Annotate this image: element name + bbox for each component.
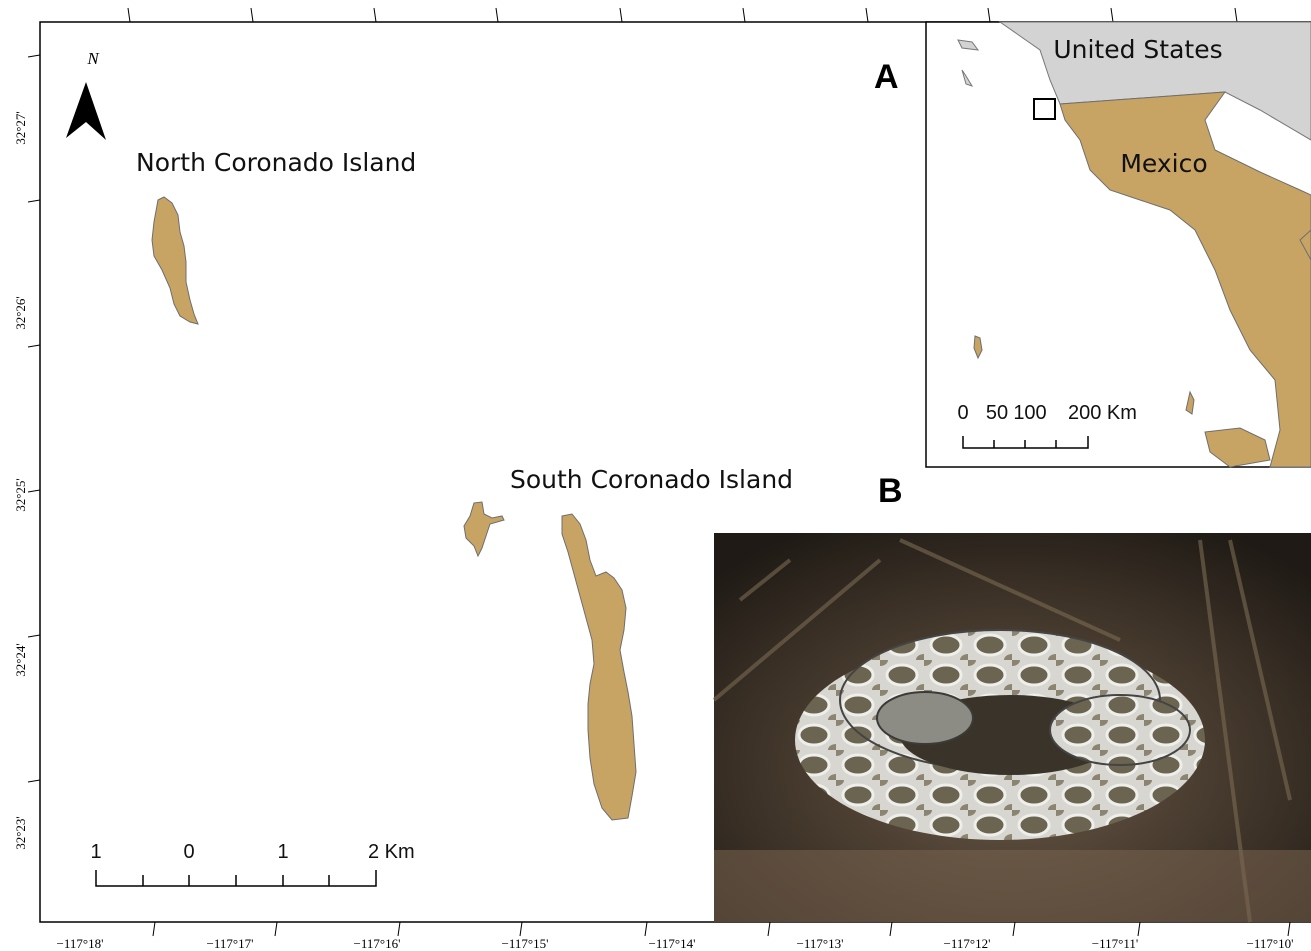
- figure: N North Coronado Island South Coronado I…: [0, 0, 1311, 951]
- tick: [128, 8, 130, 22]
- tick: [398, 922, 400, 936]
- latitude-label: 32°25': [13, 478, 28, 512]
- island-label: North Coronado Island: [136, 148, 416, 177]
- inset-map: United States Mexico 0 50 100 200 Km: [926, 22, 1311, 467]
- north-label: N: [86, 49, 100, 68]
- scale-label: 1: [277, 841, 288, 863]
- tick: [1013, 922, 1015, 936]
- tick: [251, 8, 253, 22]
- tick: [28, 55, 40, 57]
- latitude-label: 32°27': [13, 111, 28, 145]
- tick: [28, 200, 40, 202]
- longitude-label: −117°14': [649, 936, 696, 951]
- scale-label: 50: [986, 402, 1008, 424]
- tick: [374, 8, 376, 22]
- country-label: Mexico: [1120, 149, 1207, 178]
- longitude-label: −117°11': [1092, 936, 1138, 951]
- scale-label: 0: [957, 402, 968, 424]
- longitude-label: −117°15': [502, 936, 549, 951]
- longitude-label: −117°18': [57, 936, 104, 951]
- tick: [645, 922, 647, 936]
- scale-label: 1: [90, 841, 101, 863]
- tick: [890, 922, 892, 936]
- tick: [28, 635, 40, 637]
- tick: [28, 345, 40, 347]
- tick: [1111, 8, 1113, 22]
- panel-label: A: [874, 58, 899, 96]
- tick: [28, 780, 40, 782]
- tick: [153, 922, 155, 936]
- longitude-label: −117°16': [354, 936, 401, 951]
- tick: [496, 8, 498, 22]
- longitude-label: −117°10': [1247, 936, 1294, 951]
- tick: [988, 8, 990, 22]
- tick: [743, 8, 745, 22]
- longitude-label: −117°12': [944, 936, 991, 951]
- tick: [28, 490, 40, 492]
- tick: [275, 922, 277, 936]
- tick: [620, 8, 622, 22]
- scale-label: 100: [1013, 402, 1046, 424]
- scale-label: 2 Km: [368, 841, 415, 863]
- scale-label: 0: [183, 841, 194, 863]
- panel-label: B: [878, 472, 903, 510]
- latitude-label: 32°24': [13, 643, 28, 677]
- snake-photo: [714, 533, 1311, 922]
- tick: [1235, 8, 1237, 22]
- latitude-label: 32°23': [13, 816, 28, 850]
- tick: [1288, 922, 1290, 936]
- country-label: United States: [1053, 35, 1222, 64]
- longitude-label: −117°17': [207, 936, 254, 951]
- island-label: South Coronado Island: [510, 465, 793, 494]
- longitude-label: −117°13': [797, 936, 844, 951]
- tick: [520, 922, 522, 936]
- tick: [866, 8, 868, 22]
- scale-label: 200 Km: [1068, 402, 1137, 424]
- latitude-label: 32°26': [13, 296, 28, 330]
- tick: [1138, 922, 1140, 936]
- tick: [768, 922, 770, 936]
